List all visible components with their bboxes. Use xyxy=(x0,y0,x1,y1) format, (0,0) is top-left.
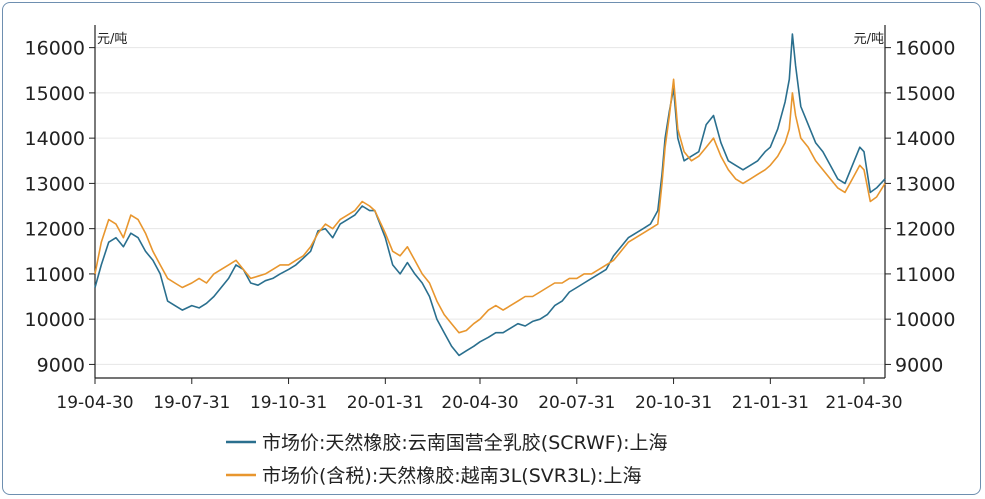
series-lines xyxy=(94,33,886,357)
x-tick-label-20-07-31: 20-07-31 xyxy=(538,393,615,413)
y-tick-label-left-11000: 11000 xyxy=(25,264,85,286)
x-tick-label-20-01-31: 20-01-31 xyxy=(347,393,424,413)
gridlines xyxy=(95,47,885,365)
y-tick-label-left-14000: 14000 xyxy=(25,128,85,150)
y-tick-label-left-10000: 10000 xyxy=(25,309,85,331)
y-tick-label-right-14000: 14000 xyxy=(895,128,955,150)
y-tick-label-right-9000: 9000 xyxy=(895,354,943,376)
legend-label-svr3l: 市场价(含税):天然橡胶:越南3L(SVR3L):上海 xyxy=(262,465,641,487)
series-line-0 xyxy=(94,33,886,357)
x-tick-label-21-04-30: 21-04-30 xyxy=(825,393,902,413)
y-axis-left-ticks: 9000 10000 11000 12000 13000 14000 15000 16000 xyxy=(25,38,95,376)
y-tick-label-right-10000: 10000 xyxy=(895,309,955,331)
y-tick-label-right-16000: 16000 xyxy=(895,38,955,60)
y-tick-label-left-15000: 15000 xyxy=(25,83,85,105)
axes xyxy=(94,25,886,379)
y-unit-left: 元/吨 xyxy=(97,32,127,47)
series-line-1 xyxy=(94,78,886,334)
y-tick-label-right-13000: 13000 xyxy=(895,173,955,195)
y-tick-label-left-13000: 13000 xyxy=(25,173,85,195)
x-tick-label-21-01-31: 21-01-31 xyxy=(732,393,809,413)
legend-label-scrwf: 市场价:天然橡胶:云南国营全乳胶(SCRWF):上海 xyxy=(262,432,668,454)
legend: 市场价:天然橡胶:云南国营全乳胶(SCRWF):上海 市场价(含税):天然橡胶:… xyxy=(226,432,668,487)
x-tick-label-20-04-30: 20-04-30 xyxy=(441,393,518,413)
y-tick-label-left-12000: 12000 xyxy=(25,219,85,241)
y-tick-label-right-15000: 15000 xyxy=(895,83,955,105)
y-unit-right: 元/吨 xyxy=(854,32,884,47)
y-axis-right-ticks: 9000 10000 11000 12000 13000 14000 15000 16000 xyxy=(885,38,955,376)
y-tick-label-right-12000: 12000 xyxy=(895,219,955,241)
y-tick-label-left-9000: 9000 xyxy=(37,354,85,376)
x-tick-label-19-10-31: 19-10-31 xyxy=(250,393,327,413)
x-tick-label-19-04-30: 19-04-30 xyxy=(56,393,133,413)
x-tick-label-19-07-31: 19-07-31 xyxy=(153,393,230,413)
x-axis-ticks: 19-04-30 19-07-31 19-10-31 20-01-31 20-04-30… xyxy=(56,378,903,413)
y-tick-label-left-16000: 16000 xyxy=(25,38,85,60)
y-tick-label-right-11000: 11000 xyxy=(895,264,955,286)
x-tick-label-20-10-31: 20-10-31 xyxy=(635,393,712,413)
